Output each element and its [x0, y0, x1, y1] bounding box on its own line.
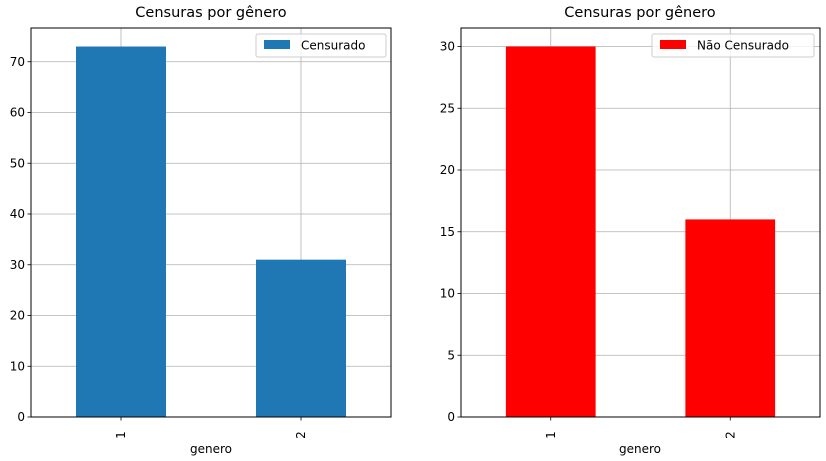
y-tick-label: 0 [17, 410, 25, 424]
legend-label: Censurado [301, 39, 365, 53]
bars [76, 46, 346, 418]
chart-title: Censuras por gênero [564, 5, 716, 21]
y-tick-label: 70 [10, 55, 25, 69]
y-tick-label: 60 [10, 106, 25, 120]
x-tick-label: 1 [544, 431, 558, 439]
y-tick-label: 30 [10, 258, 25, 272]
y-tick-label: 15 [440, 225, 455, 239]
y-tick-label: 0 [447, 410, 455, 424]
chart-title: Censuras por gênero [135, 5, 287, 21]
x-tick-label: 1 [114, 431, 128, 439]
bar [256, 259, 346, 417]
legend-box [255, 33, 387, 58]
legend: Não Censurado [651, 33, 815, 58]
y-tick-label: 25 [440, 101, 455, 115]
y-tick-label: 5 [447, 348, 455, 362]
x-tick-label: 2 [723, 431, 737, 439]
bars [505, 46, 776, 418]
y-tick-label: 30 [440, 40, 455, 54]
bar [76, 46, 166, 418]
x-axis-label: genero [619, 442, 661, 456]
x-tick-label: 2 [294, 431, 308, 439]
y-tick-label: 20 [440, 163, 455, 177]
plot-frame [30, 27, 392, 418]
bar [685, 219, 776, 417]
y-axis-ticks: 0 5 10 15 20 25 30 [440, 40, 461, 424]
y-tick-label: 20 [10, 309, 25, 323]
y-tick-label: 10 [10, 359, 25, 373]
legend-swatch [660, 40, 686, 49]
y-tick-label: 40 [10, 207, 25, 221]
plot-frame [460, 27, 821, 418]
legend-box [651, 33, 815, 58]
legend-swatch [264, 40, 290, 49]
x-axis-label: genero [190, 442, 232, 456]
y-axis-ticks: 0 10 20 30 40 50 60 70 [10, 55, 31, 424]
bar [505, 46, 596, 418]
y-tick-label: 50 [10, 156, 25, 170]
legend-label: Não Censurado [697, 39, 789, 53]
legend: Censurado [255, 33, 387, 58]
y-tick-label: 10 [440, 287, 455, 301]
